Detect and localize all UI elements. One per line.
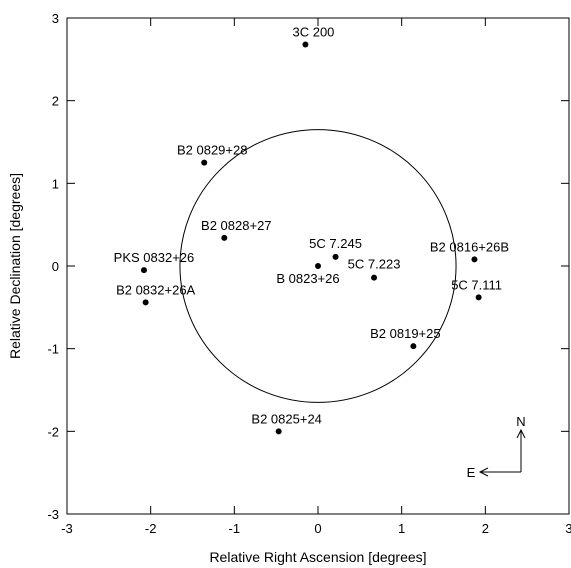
y-tick-label: 1 — [52, 176, 59, 191]
compass-north-label: N — [516, 414, 525, 429]
compass-north-arrowhead — [516, 428, 526, 439]
axis-titles: Relative Right Ascension [degrees] Relat… — [7, 173, 427, 565]
source-point — [221, 234, 228, 241]
y-tick-label: 3 — [52, 11, 59, 26]
source-label: B2 0825+24 — [251, 411, 321, 426]
x-tick-label: 0 — [314, 521, 321, 536]
source-point — [140, 267, 147, 274]
source-point — [475, 294, 482, 301]
source-label: B2 0828+27 — [201, 218, 271, 233]
source-label: 5C 7.245 — [309, 236, 362, 251]
source-point — [142, 299, 149, 306]
compass-indicator: N E — [467, 414, 526, 480]
source-label: 5C 7.111 — [451, 277, 502, 292]
x-tick-label: 1 — [398, 521, 405, 536]
source-label: B2 0829+28 — [177, 143, 247, 158]
y-tick-label: -1 — [47, 342, 59, 357]
source-label: B2 0832+26A — [116, 282, 195, 297]
compass-east-arrowhead — [478, 467, 489, 477]
x-tick-label: -3 — [61, 521, 73, 536]
source-label: B2 0816+26B — [430, 239, 509, 254]
source-point — [315, 263, 321, 269]
x-tick-label: 3 — [565, 521, 571, 536]
source-label: B 0823+26 — [276, 271, 339, 286]
compass-east-label: E — [467, 465, 476, 480]
source-point — [275, 428, 282, 435]
y-axis-title: Relative Declination [degrees] — [7, 173, 23, 359]
source-label: 3C 200 — [292, 24, 334, 39]
source-point — [371, 274, 378, 281]
field-circle — [179, 129, 457, 403]
y-tick-label: 0 — [52, 259, 59, 274]
source-label: B2 0819+25 — [370, 326, 440, 341]
source-label: 5C 7.223 — [348, 257, 401, 272]
x-tick-label: 2 — [482, 521, 489, 536]
source-point — [201, 159, 208, 166]
y-tick-label: -2 — [47, 424, 59, 439]
y-tick-label: 2 — [52, 94, 59, 109]
data-marks: 3C 200 B2 0829+28 B2 0828+27 PKS 0832+26 B2 … — [114, 24, 509, 435]
x-tick-label: -1 — [229, 521, 241, 536]
x-tick-label: -2 — [145, 521, 157, 536]
y-tick-label: -3 — [47, 507, 59, 522]
source-label: PKS 0832+26 — [114, 250, 195, 265]
source-point — [410, 343, 417, 350]
source-point — [471, 256, 478, 263]
axes: -3 -2 -1 0 1 2 3 -3 -2 -1 0 1 2 3 — [47, 11, 571, 536]
source-point — [332, 253, 339, 260]
source-point — [302, 41, 309, 48]
x-axis-title: Relative Right Ascension [degrees] — [209, 549, 426, 565]
